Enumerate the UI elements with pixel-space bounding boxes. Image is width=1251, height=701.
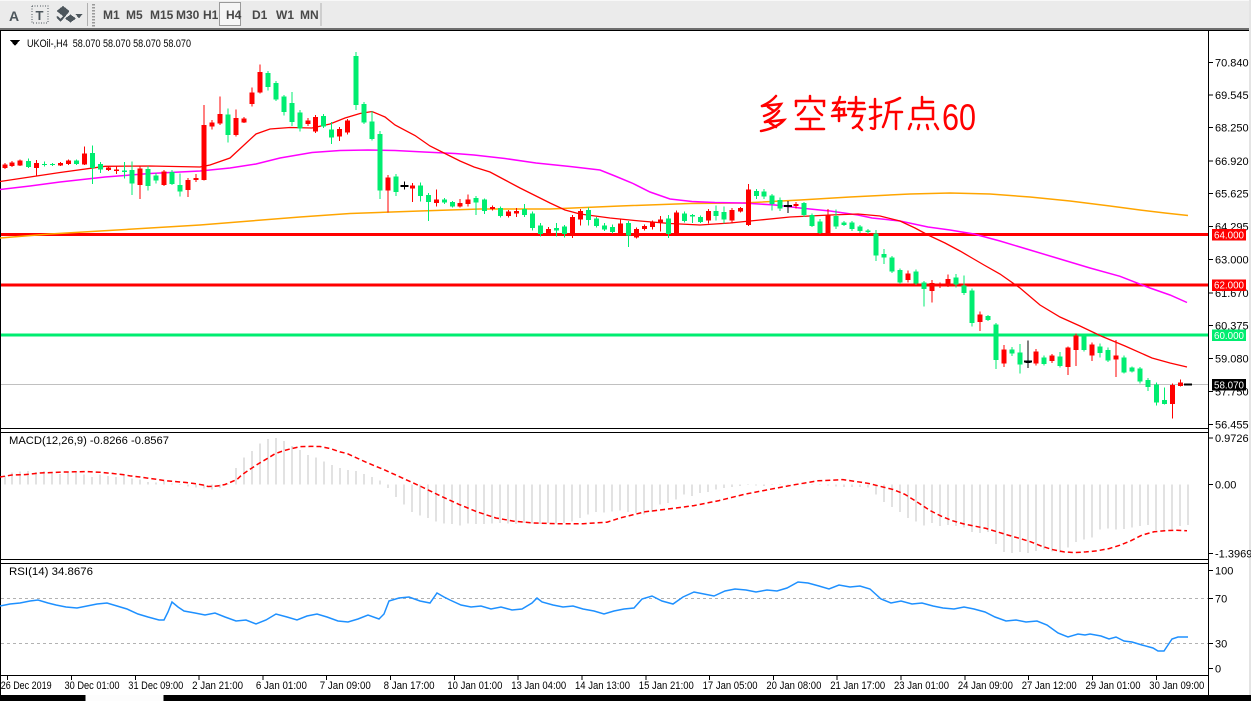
svg-text:59.080: 59.080	[1215, 353, 1249, 365]
svg-text:100: 100	[1215, 566, 1233, 578]
svg-text:MN: MN	[300, 8, 319, 22]
svg-text:26 Dec 2019: 26 Dec 2019	[1, 680, 52, 692]
svg-text:68.250: 68.250	[1215, 123, 1249, 135]
svg-text:14 Jan 13:00: 14 Jan 13:00	[575, 680, 630, 692]
svg-text:62.000: 62.000	[1214, 280, 1244, 292]
svg-text:30: 30	[1215, 639, 1227, 651]
svg-text:30 Jan 09:00: 30 Jan 09:00	[1149, 680, 1204, 692]
svg-text:T: T	[36, 8, 44, 23]
svg-text:MACD(12,26,9) -0.8266 -0.8567: MACD(12,26,9) -0.8266 -0.8567	[9, 435, 169, 447]
svg-text:61.670: 61.670	[1215, 288, 1249, 300]
svg-text:13 Jan 04:00: 13 Jan 04:00	[511, 680, 566, 692]
svg-text:29 Jan 01:00: 29 Jan 01:00	[1086, 680, 1141, 692]
svg-text:21 Jan 17:00: 21 Jan 17:00	[830, 680, 885, 692]
svg-text:70.840: 70.840	[1215, 57, 1249, 69]
svg-text:10 Jan 01:00: 10 Jan 01:00	[447, 680, 502, 692]
svg-text:0: 0	[1215, 664, 1221, 676]
svg-text:17 Jan 05:00: 17 Jan 05:00	[703, 680, 758, 692]
svg-text:M15: M15	[150, 8, 174, 22]
svg-text:65.625: 65.625	[1215, 189, 1249, 201]
svg-text:64.000: 64.000	[1214, 229, 1244, 241]
svg-text:20 Jan 08:00: 20 Jan 08:00	[766, 680, 821, 692]
svg-text:24 Jan 09:00: 24 Jan 09:00	[958, 680, 1013, 692]
svg-text:31 Dec 09:00: 31 Dec 09:00	[128, 680, 183, 692]
svg-text:66.920: 66.920	[1215, 156, 1249, 168]
svg-text:56.455: 56.455	[1215, 419, 1249, 431]
svg-text:RSI(14) 34.8676: RSI(14) 34.8676	[9, 566, 93, 578]
svg-text:-1.3969: -1.3969	[1215, 548, 1251, 560]
svg-text:7 Jan 09:00: 7 Jan 09:00	[320, 680, 371, 692]
svg-text:30 Dec 01:00: 30 Dec 01:00	[65, 680, 120, 692]
svg-text:A: A	[9, 8, 19, 24]
svg-text:D1: D1	[252, 8, 268, 22]
svg-text:M1: M1	[103, 8, 120, 22]
svg-text:27 Jan 12:00: 27 Jan 12:00	[1022, 680, 1077, 692]
svg-text:H4: H4	[226, 8, 242, 22]
svg-text:M30: M30	[176, 8, 200, 22]
svg-text:69.545: 69.545	[1215, 90, 1249, 102]
svg-text:H1: H1	[203, 8, 219, 22]
svg-text:6 Jan 01:00: 6 Jan 01:00	[256, 680, 307, 692]
svg-text:70: 70	[1215, 593, 1227, 605]
svg-text:60: 60	[942, 97, 976, 138]
svg-text:0.00: 0.00	[1215, 480, 1236, 492]
svg-text:M5: M5	[126, 8, 143, 22]
svg-text:23 Jan 01:00: 23 Jan 01:00	[894, 680, 949, 692]
svg-text:58.070: 58.070	[1214, 379, 1244, 391]
svg-text:0.9726: 0.9726	[1215, 433, 1249, 445]
svg-text:W1: W1	[276, 8, 294, 22]
svg-text:63.000: 63.000	[1215, 255, 1249, 267]
svg-text:15 Jan 21:00: 15 Jan 21:00	[639, 680, 694, 692]
svg-text:2 Jan 21:00: 2 Jan 21:00	[192, 680, 243, 692]
svg-text:UKOil-,H4 58.070 58.070 58.07: UKOil-,H4 58.070 58.070 58.070 58.070	[27, 38, 191, 50]
svg-text:60.000: 60.000	[1214, 330, 1244, 342]
svg-text:8 Jan 17:00: 8 Jan 17:00	[384, 680, 435, 692]
